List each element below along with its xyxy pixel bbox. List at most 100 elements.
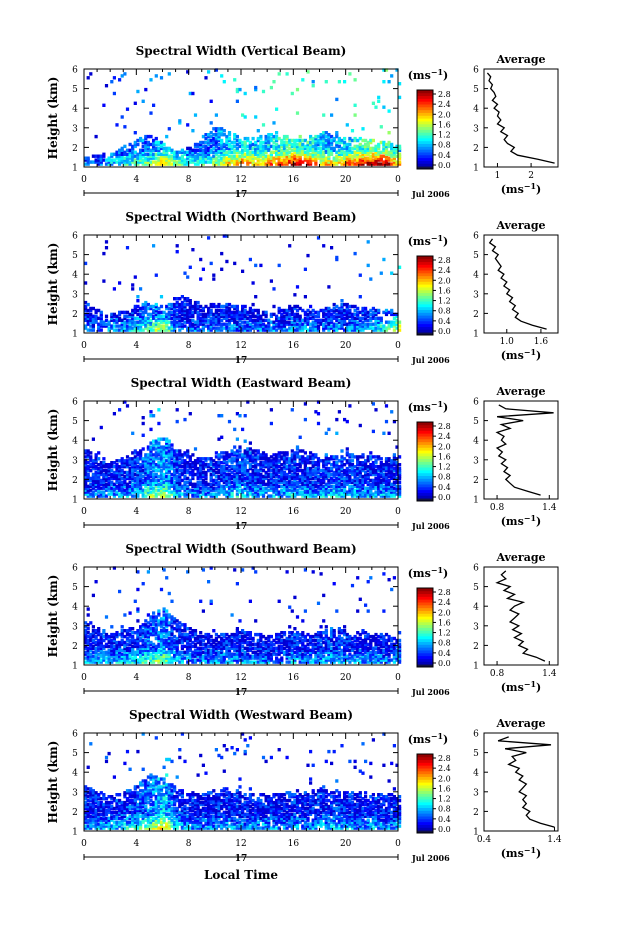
heatmap-cell <box>149 156 153 160</box>
colorbar-band <box>417 154 433 159</box>
heatmap-cell <box>314 470 318 475</box>
heatmap-cell <box>154 328 158 332</box>
heatmap-cell <box>395 463 399 467</box>
heatmap-cell <box>369 277 373 281</box>
heatmap-cell <box>220 140 224 145</box>
heatmap-cell <box>149 470 153 475</box>
heatmap-cell <box>356 461 360 465</box>
heatmap-cell <box>131 314 135 318</box>
heatmap-cell <box>225 480 229 484</box>
heatmap-cell <box>84 300 88 305</box>
heatmap-cell <box>225 312 229 317</box>
heatmap-cell <box>330 457 334 461</box>
heatmap-cell <box>173 318 177 322</box>
heatmap-cell <box>298 146 302 151</box>
heatmap-cell <box>298 492 302 496</box>
heatmap-cell <box>337 320 341 324</box>
heatmap-cell <box>277 465 281 469</box>
heatmap-cell <box>280 138 284 143</box>
heatmap-cell <box>165 324 169 328</box>
heatmap-cell <box>374 461 378 465</box>
heatmap-cell <box>107 326 111 330</box>
heatmap-cell <box>379 494 383 498</box>
heatmap-cell <box>233 451 237 455</box>
heatmap-cell <box>207 482 211 486</box>
heatmap-cell <box>178 488 182 492</box>
heatmap-cell <box>123 160 127 164</box>
heatmap-cell <box>167 158 171 162</box>
heatmap-cell <box>343 158 347 162</box>
heatmap-cell <box>384 474 389 479</box>
heatmap-cell <box>371 494 375 498</box>
heatmap-cell <box>104 484 109 488</box>
heatmap-cell <box>196 466 200 471</box>
heatmap-cell <box>261 476 266 481</box>
heatmap-cell <box>369 162 373 166</box>
heatmap-cell <box>322 490 326 494</box>
heatmap-cell <box>238 466 242 471</box>
heatmap-cell <box>99 320 103 324</box>
heatmap-cell <box>227 312 232 317</box>
heatmap-cell <box>139 468 143 473</box>
heatmap-cell <box>238 328 242 332</box>
heatmap-cell <box>364 488 368 492</box>
heatmap-cell <box>186 150 190 154</box>
heatmap-cell <box>233 320 237 324</box>
heatmap-cell <box>180 459 184 463</box>
heatmap-cell <box>227 322 232 326</box>
heatmap-cell <box>233 312 237 317</box>
heatmap-cell <box>165 441 169 445</box>
heatmap-cell <box>248 478 252 483</box>
heatmap-cell <box>178 318 182 322</box>
heatmap-cell <box>212 494 216 498</box>
heatmap-cell <box>254 453 258 457</box>
heatmap-cell <box>306 142 310 147</box>
heatmap-cell <box>340 466 344 471</box>
heatmap-cell <box>94 484 98 488</box>
heatmap-cell <box>282 148 287 152</box>
heatmap-cell <box>377 465 381 469</box>
heatmap-cell <box>209 461 213 465</box>
heatmap-cell <box>141 144 145 149</box>
heatmap-cell <box>186 480 190 484</box>
heatmap-cell <box>178 472 182 477</box>
heatmap-cell <box>209 484 213 488</box>
heatmap-cell <box>327 150 331 154</box>
heatmap-cell <box>154 318 158 322</box>
heatmap-cell <box>220 127 224 131</box>
heatmap-cell <box>214 312 218 317</box>
heatmap-cell <box>345 451 349 455</box>
heatmap-cell <box>193 484 198 488</box>
x-tick-label: 12 <box>235 175 246 185</box>
heatmap-cell <box>204 486 208 490</box>
heatmap-cell <box>91 322 95 326</box>
heatmap-cell <box>112 91 116 96</box>
heatmap-cell <box>298 142 302 147</box>
heatmap-cell <box>327 457 331 461</box>
heatmap-cell <box>314 490 318 494</box>
heatmap-cell <box>306 328 310 332</box>
heatmap-cell <box>89 451 93 455</box>
heatmap-cell <box>371 160 375 164</box>
heatmap-cell <box>217 463 221 467</box>
colorbar-tick-label: 1.2 <box>438 297 451 306</box>
heatmap-cell <box>144 326 148 330</box>
heatmap-cell <box>275 146 279 151</box>
heatmap-cell <box>110 468 114 473</box>
heatmap-cell <box>371 314 375 318</box>
heatmap-cell <box>295 453 300 457</box>
heatmap-cell <box>230 158 234 162</box>
heatmap-cell <box>146 463 150 467</box>
heatmap-cell <box>173 310 177 315</box>
heatmap-cell <box>366 480 370 484</box>
heatmap-cell <box>159 316 164 320</box>
heatmap-cell <box>235 158 239 162</box>
heatmap-cell <box>235 453 239 457</box>
heatmap-cell <box>204 148 208 152</box>
heatmap-cell <box>162 455 166 459</box>
heatmap-cell <box>125 494 130 498</box>
heatmap-cell <box>104 494 109 498</box>
heatmap-cell <box>97 472 101 477</box>
heatmap-cell <box>340 463 344 467</box>
heatmap-cell <box>254 263 258 268</box>
